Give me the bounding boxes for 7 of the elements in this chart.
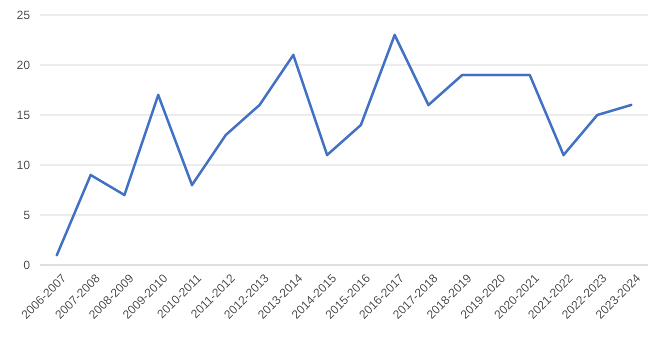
y-tick-label: 20 bbox=[16, 58, 30, 72]
y-tick-label: 5 bbox=[23, 208, 30, 222]
y-tick-label: 15 bbox=[16, 108, 30, 122]
y-tick-label: 10 bbox=[16, 158, 30, 172]
y-tick-label: 0 bbox=[23, 258, 30, 272]
y-tick-label: 25 bbox=[16, 8, 30, 22]
line-series bbox=[56, 34, 632, 256]
